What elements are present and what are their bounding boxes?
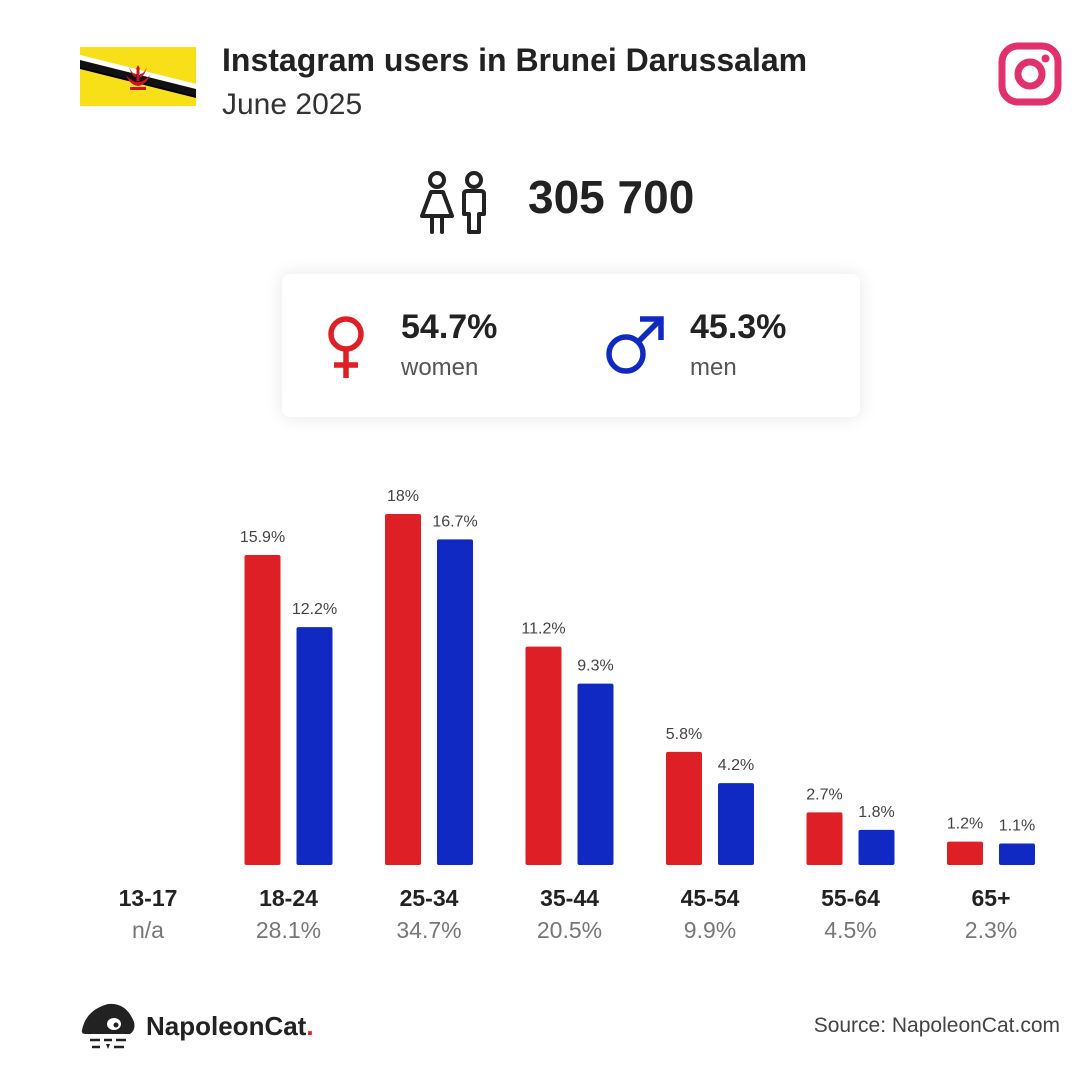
bar-women-25-34 xyxy=(385,514,421,865)
page-subtitle: June 2025 xyxy=(222,88,363,121)
brand-name: NapoleonCat. xyxy=(146,1010,314,1041)
age-group-label: 18-24 xyxy=(259,885,318,911)
bar-men-45-54 xyxy=(718,783,754,865)
age-group-label: 25-34 xyxy=(400,885,459,911)
bar-value-label: 12.2% xyxy=(292,601,337,618)
age-group-share: 9.9% xyxy=(684,917,736,943)
age-group-label: 45-54 xyxy=(681,885,740,911)
bar-men-25-34 xyxy=(437,539,473,865)
bar-value-label: 1.2% xyxy=(947,816,983,833)
bar-value-label: 1.8% xyxy=(858,804,894,821)
bar-men-18-24 xyxy=(296,627,333,865)
source-credit: Source: NapoleonCat.com xyxy=(813,1014,1060,1037)
men-percentage: 45.3% xyxy=(690,308,787,346)
bar-value-label: 11.2% xyxy=(521,621,565,638)
bar-value-label: 5.8% xyxy=(666,726,702,743)
page-title: Instagram users in Brunei Darussalam xyxy=(222,42,808,78)
instagram-icon xyxy=(998,42,1062,106)
bar-women-65+ xyxy=(947,841,983,865)
age-group-share: 20.5% xyxy=(537,917,602,943)
brunei-flag-icon xyxy=(80,47,196,106)
gender-breakdown-card: 54.7% women 45.3% men xyxy=(282,274,860,417)
bar-value-label: 4.2% xyxy=(718,757,754,774)
bar-value-label: 15.9% xyxy=(240,529,285,546)
women-percentage: 54.7% xyxy=(401,308,498,346)
bar-value-label: 18% xyxy=(387,488,419,505)
men-label: men xyxy=(690,354,737,381)
total-users: 305 700 xyxy=(528,171,695,223)
bar-value-label: 16.7% xyxy=(432,513,477,530)
bar-women-35-44 xyxy=(525,646,562,865)
bar-men-55-64 xyxy=(858,829,895,865)
age-group-label: 13-17 xyxy=(119,885,178,911)
bar-value-label: 9.3% xyxy=(577,658,613,675)
napoleoncat-logo-icon xyxy=(81,1003,135,1049)
age-group-share: 2.3% xyxy=(965,917,1017,943)
bar-men-65+ xyxy=(999,843,1035,865)
age-group-share: 34.7% xyxy=(396,917,461,943)
age-group-label: 55-64 xyxy=(821,885,880,911)
age-group-share: n/a xyxy=(132,917,164,943)
female-symbol-icon xyxy=(328,316,364,378)
age-group-share: 28.1% xyxy=(256,917,321,943)
bar-value-label: 1.1% xyxy=(999,818,1035,835)
bar-men-35-44 xyxy=(577,683,614,865)
bar-women-18-24 xyxy=(244,554,281,865)
bar-women-55-64 xyxy=(806,812,843,865)
users-icon xyxy=(420,171,486,234)
age-group-share: 4.5% xyxy=(824,917,876,943)
age-group-label: 35-44 xyxy=(540,885,599,911)
women-label: women xyxy=(401,354,479,381)
male-symbol-icon xyxy=(606,316,664,374)
brand: NapoleonCat. xyxy=(78,1000,314,1052)
bar-women-45-54 xyxy=(666,751,702,865)
bar-value-label: 2.7% xyxy=(806,786,842,803)
age-group-label: 65+ xyxy=(971,885,1010,911)
